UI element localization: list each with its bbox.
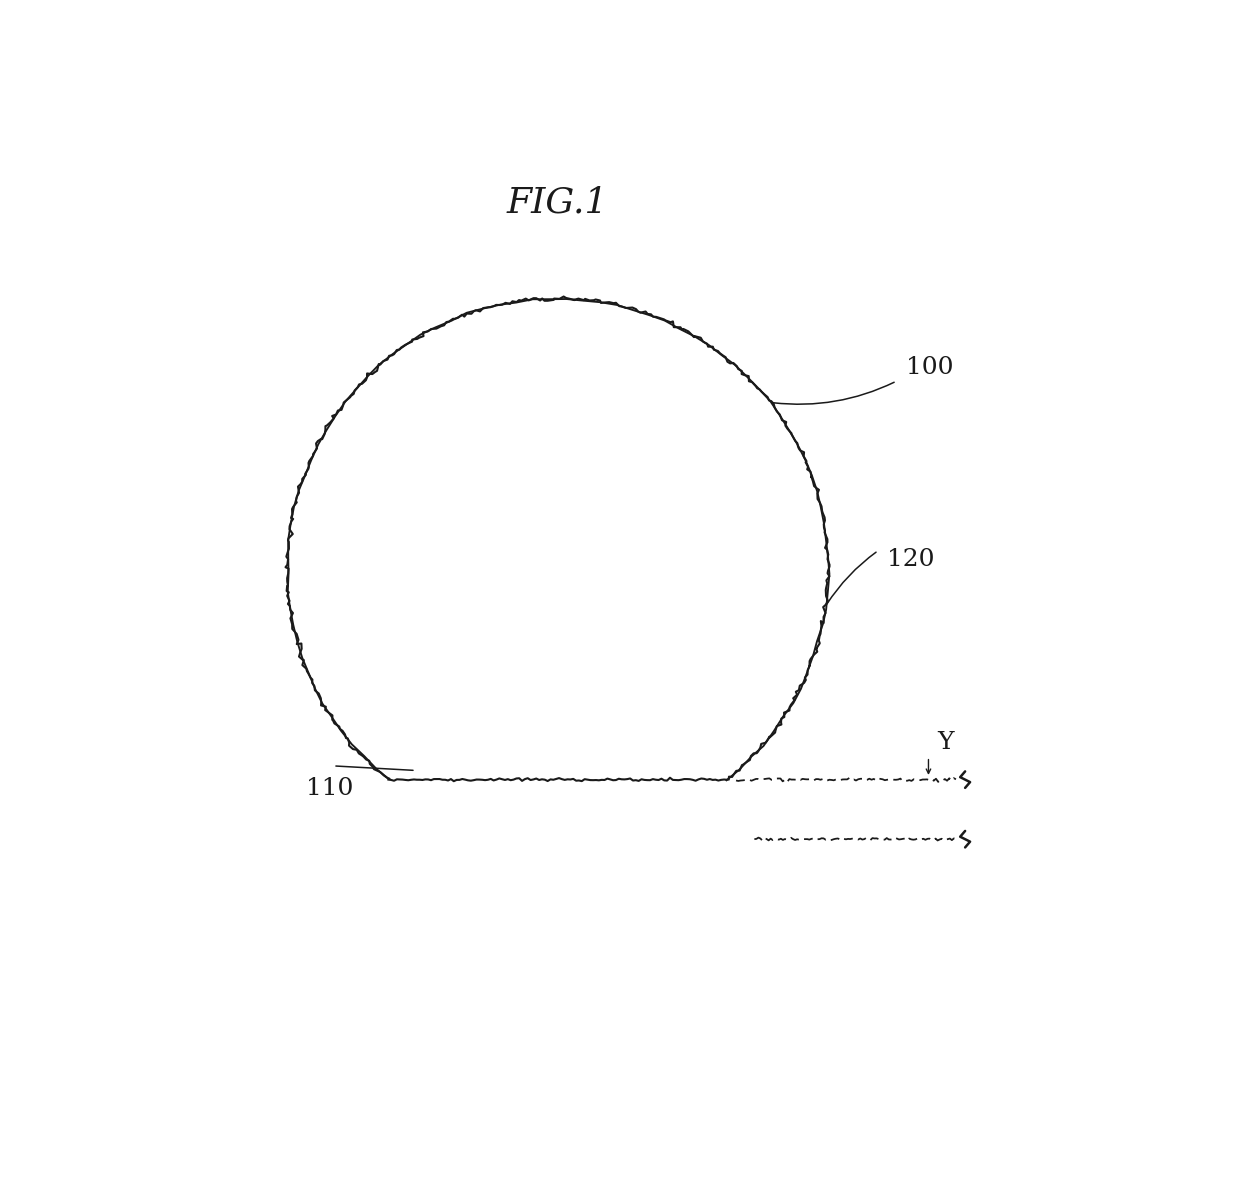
Text: Y: Y <box>937 731 954 754</box>
Text: 100: 100 <box>905 356 954 378</box>
Text: 110: 110 <box>305 777 353 801</box>
Text: FIG.1: FIG.1 <box>507 186 609 219</box>
Text: 120: 120 <box>888 549 935 571</box>
